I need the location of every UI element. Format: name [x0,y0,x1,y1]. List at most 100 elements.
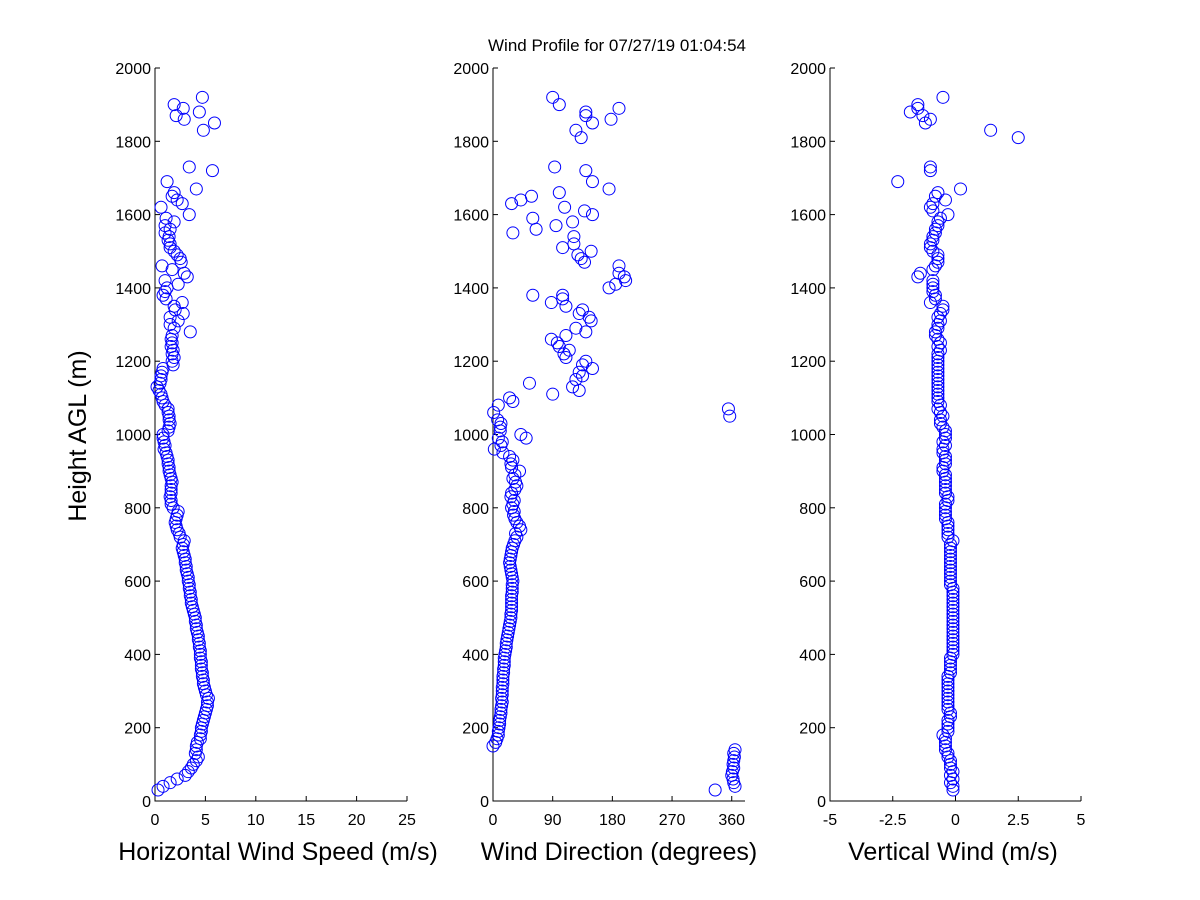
vertical-data-point [926,204,940,218]
speed-data-point [192,105,206,119]
speed-data-point [205,164,219,178]
vertical-data-point [938,424,952,438]
speed-data-point [207,116,221,130]
speed-data-point [166,343,180,357]
vertical-data-point [936,446,950,460]
vertical-data-point [946,633,960,647]
vertical-data-point [931,358,945,372]
vertical-data-point [938,486,952,500]
vertical-data-point [946,772,960,786]
direction-data-point [612,101,626,115]
vertical-data-point [931,395,945,409]
speed-data-point [196,123,210,137]
direction-data-point [486,739,500,753]
speed-data-point [196,677,210,691]
vertical-data-point [941,684,955,698]
direction-data-point [491,431,505,445]
speed-x-axis-label: Horizontal Wind Speed (m/s) [118,838,438,866]
speed-data-point [194,724,208,738]
vertical-data-point [926,197,940,211]
vertical-data-point [938,482,952,496]
speed-data-point [165,329,179,343]
speed-data-point [194,658,208,672]
vertical-data-point [931,369,945,383]
speed-data-point [167,98,181,112]
direction-data-point [559,351,573,365]
vertical-data-point [931,373,945,387]
speed-data-point [165,354,179,368]
speed-x-tick-label: 0 [151,812,160,829]
direction-data-point [721,402,735,416]
speed-data-point [164,497,178,511]
speed-data-point [189,622,203,636]
speed-data-point [183,589,197,603]
speed-y-tick-label: 200 [124,721,151,738]
direction-data-point [487,406,501,420]
speed-data-point [176,307,190,321]
speed-data-point [156,288,170,302]
vertical-data-point [941,526,955,540]
vertical-data-point [938,438,952,452]
speed-x-tick-label: 5 [201,812,210,829]
direction-data-point [508,482,522,496]
direction-data-point [579,105,593,119]
speed-data-point [167,299,181,313]
speed-data-point [188,614,202,628]
speed-data-point [194,662,208,676]
direction-data-point [578,204,592,218]
speed-data-point [170,248,184,262]
vertical-data-point [903,105,917,119]
vertical-data-point [931,255,945,269]
speed-data-point [161,402,175,416]
direction-data-point [496,446,510,460]
vertical-x-tick-label: 5 [1077,812,1086,829]
speed-data-point [177,266,191,280]
speed-data-point [176,101,190,115]
direction-y-tick-label: 1200 [453,354,489,371]
speed-data-point [163,241,177,255]
vertical-data-point [931,384,945,398]
direction-data-point [495,684,509,698]
vertical-data-point [933,307,947,321]
direction-data-point [505,585,519,599]
vertical-data-point [938,193,952,207]
vertical-data-point [1011,131,1025,145]
speed-data-point [180,270,194,284]
speed-data-point [195,90,209,104]
vertical-data-point [943,662,957,676]
speed-data-point [165,263,179,277]
vertical-data-point [933,417,947,431]
direction-data-point [526,211,540,225]
vertical-data-point [931,252,945,266]
vertical-y-tick-label: 800 [799,501,826,518]
direction-data-point [612,259,626,273]
speed-data-point [167,244,181,258]
direction-data-point [503,449,517,463]
vertical-data-point [941,724,955,738]
direction-data-point [503,391,517,405]
direction-data-point [506,471,520,485]
vertical-data-point [926,285,940,299]
speed-data-point [154,200,168,214]
vertical-data-point [926,274,940,288]
vertical-data-point [938,479,952,493]
direction-data-point [585,116,599,130]
direction-y-tick-label: 0 [480,794,489,811]
direction-y-tick-label: 600 [462,574,489,591]
speed-data-point [193,647,207,661]
direction-data-point [504,611,518,625]
direction-data-point [602,281,616,295]
speed-data-point [186,757,200,771]
vertical-y-tick-label: 400 [799,647,826,664]
speed-data-point [159,446,173,460]
speed-y-tick-label: 0 [142,794,151,811]
vertical-data-point [931,215,945,229]
vertical-data-point [946,640,960,654]
direction-data-point [505,596,519,610]
vertical-data-point [931,365,945,379]
speed-data-point [192,640,206,654]
vertical-data-point [933,398,947,412]
vertical-data-point [954,182,968,196]
direction-data-point [505,197,519,211]
vertical-data-point [911,270,925,284]
